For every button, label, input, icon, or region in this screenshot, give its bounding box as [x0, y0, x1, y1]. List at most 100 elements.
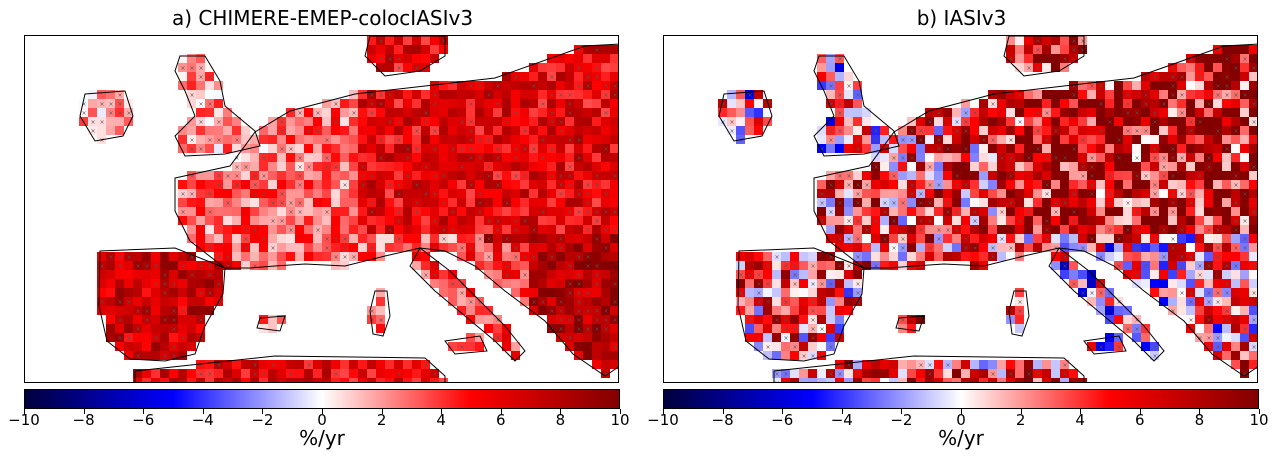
significance-marker: × [271, 200, 276, 207]
heatmap-cell [331, 162, 340, 171]
significance-marker: × [1135, 317, 1140, 324]
significance-marker: × [865, 227, 870, 234]
significance-marker: × [1126, 245, 1131, 252]
heatmap-cell [610, 342, 618, 351]
heatmap-cell [745, 324, 754, 333]
significance-marker: × [1171, 173, 1176, 180]
heatmap-cell [925, 126, 934, 135]
heatmap-cell [1105, 135, 1114, 144]
heatmap-cell [430, 81, 439, 90]
heatmap-cell [448, 162, 457, 171]
significance-marker: × [748, 272, 753, 279]
heatmap-cell [412, 45, 421, 54]
heatmap-cell [1078, 180, 1087, 189]
significance-marker: × [352, 254, 357, 261]
heatmap-cell [493, 81, 502, 90]
heatmap-cell [1186, 99, 1195, 108]
heatmap-cell [610, 288, 618, 297]
significance-marker: × [460, 164, 465, 171]
heatmap-cell [1105, 297, 1114, 306]
heatmap-cell [1069, 216, 1078, 225]
heatmap-cell [952, 243, 961, 252]
heatmap-cell [547, 252, 556, 261]
panel-b-title: b) IASIv3 [916, 6, 1007, 30]
heatmap-cell [1060, 369, 1069, 378]
heatmap-cell [979, 225, 988, 234]
heatmap-cell [205, 369, 214, 378]
colorbar-tick-label: −4 [830, 411, 853, 429]
significance-marker: × [1234, 92, 1239, 99]
significance-marker: × [739, 290, 744, 297]
heatmap-cell [1213, 252, 1222, 261]
heatmap-cell [1087, 279, 1096, 288]
heatmap-cell [1141, 198, 1150, 207]
significance-marker: × [874, 128, 879, 135]
heatmap-cell [277, 189, 286, 198]
heatmap-cell [538, 180, 547, 189]
heatmap-cell [1132, 180, 1141, 189]
significance-marker: × [343, 245, 348, 252]
significance-marker: × [1252, 263, 1257, 270]
heatmap-cell [1240, 117, 1249, 126]
heatmap-cell [214, 207, 223, 216]
significance-marker: × [1090, 83, 1095, 90]
heatmap-cell [898, 369, 907, 378]
heatmap-cell [475, 216, 484, 225]
heatmap-cell [862, 171, 871, 180]
significance-marker: × [478, 209, 483, 216]
heatmap-cell [943, 171, 952, 180]
heatmap-cell [1150, 252, 1159, 261]
heatmap-cell [1123, 162, 1132, 171]
heatmap-cell [997, 198, 1006, 207]
heatmap-cell [961, 171, 970, 180]
heatmap-cell [790, 369, 799, 378]
heatmap-cell [1141, 234, 1150, 243]
heatmap-cell [1222, 288, 1231, 297]
heatmap-cell [601, 63, 610, 72]
heatmap-cell [295, 180, 304, 189]
heatmap-cell [1204, 243, 1213, 252]
significance-marker: × [1126, 92, 1131, 99]
heatmap-cell [421, 234, 430, 243]
heatmap-cell [169, 279, 178, 288]
significance-marker: × [145, 308, 150, 315]
heatmap-cell [538, 90, 547, 99]
heatmap-cell [367, 90, 376, 99]
heatmap-cell [232, 225, 241, 234]
significance-marker: × [613, 299, 618, 306]
heatmap-cell [754, 324, 763, 333]
heatmap-cell [160, 378, 169, 382]
significance-marker: × [784, 335, 789, 342]
heatmap-cell [610, 270, 618, 279]
heatmap-cell [439, 180, 448, 189]
significance-marker: × [1243, 92, 1248, 99]
heatmap-cell [1150, 216, 1159, 225]
heatmap-cell [88, 117, 97, 126]
heatmap-cell [826, 333, 835, 342]
heatmap-cell [385, 54, 394, 63]
significance-marker: × [1198, 272, 1203, 279]
heatmap-cell [457, 207, 466, 216]
heatmap-cell [331, 144, 340, 153]
significance-marker: × [496, 173, 501, 180]
colorbar-tick [1139, 409, 1141, 414]
heatmap-cell [601, 270, 610, 279]
heatmap-cell [376, 90, 385, 99]
heatmap-cell [943, 207, 952, 216]
significance-marker: × [334, 119, 339, 126]
heatmap-cell [1132, 198, 1141, 207]
heatmap-cell [322, 243, 331, 252]
heatmap-cell [1159, 288, 1168, 297]
heatmap-cell [844, 207, 853, 216]
significance-marker: × [1063, 155, 1068, 162]
heatmap-cell [349, 99, 358, 108]
heatmap-cell [853, 135, 862, 144]
heatmap-cell [439, 135, 448, 144]
significance-marker: × [433, 380, 438, 383]
significance-marker: × [280, 200, 285, 207]
heatmap-cell [1213, 144, 1222, 153]
heatmap-cell [826, 63, 835, 72]
significance-marker: × [442, 173, 447, 180]
heatmap-cell [457, 225, 466, 234]
heatmap-cell [817, 252, 826, 261]
